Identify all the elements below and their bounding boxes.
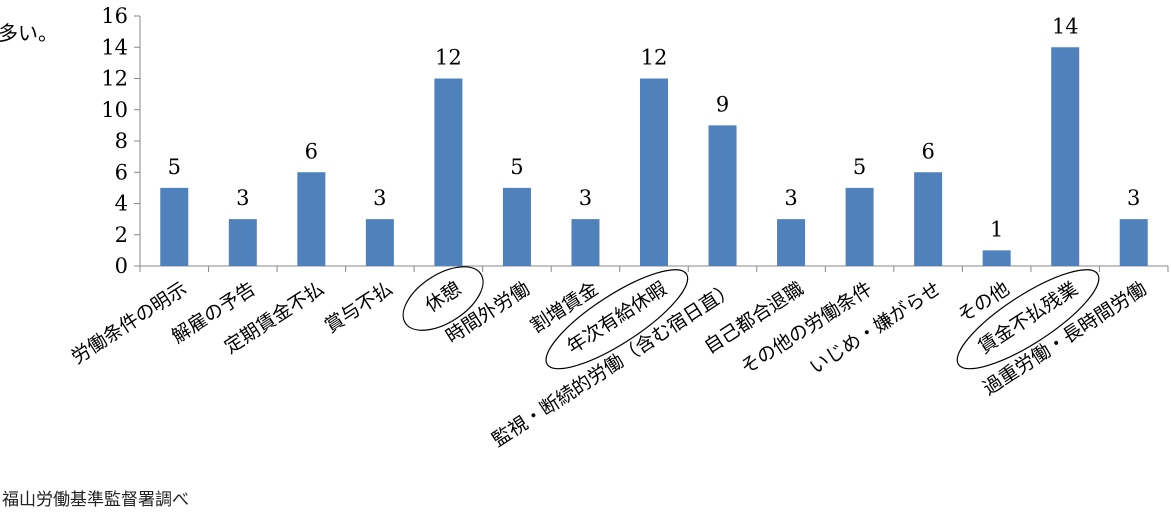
highlight-ellipse [545,269,689,370]
highlight-ellipse [956,269,1100,370]
bars [160,47,1148,266]
category-label: 休憩 [421,278,465,317]
category-label: 労働条件の明示 [67,278,191,369]
bar [982,250,1011,266]
data-label: 5 [853,155,866,179]
bar [571,219,600,266]
header-text-fragment: 多い。 [0,21,58,45]
data-label: 1 [990,217,1003,241]
bar [228,219,257,266]
bar [502,187,531,266]
data-labels: 5 3 6 3 12 5 3 12 9 3 5 6 1 14 3 [168,14,1141,241]
highlight-ellipse [402,266,484,331]
y-tick-label: 12 [101,67,128,91]
data-label: 9 [716,92,729,116]
x-axis [139,265,1169,272]
y-tick-label: 14 [101,35,128,59]
bar [914,172,943,266]
y-tick-label: 6 [115,160,128,184]
bar [640,78,668,266]
data-label: 6 [305,139,318,163]
data-label: 12 [641,46,668,70]
highlight-ellipses [402,266,1100,370]
data-label: 6 [921,139,934,163]
y-tick-label: 8 [115,129,128,153]
category-label: 監視・断続的労働（含む宿日直） [488,278,739,452]
bar [297,172,326,266]
data-label: 14 [1052,14,1079,38]
category-label: 賞与不払 [321,278,397,338]
bar [708,125,737,266]
bar [160,187,189,266]
data-label: 3 [579,186,592,210]
data-label: 5 [168,155,181,179]
data-label: 3 [236,186,249,210]
y-tick-label: 0 [115,254,128,278]
data-label: 5 [510,155,523,179]
bar [365,219,394,266]
y-axis: 0 2 4 6 8 10 12 14 16 [101,4,141,278]
data-label: 3 [784,186,797,210]
data-label: 3 [373,186,386,210]
y-tick-label: 16 [101,4,128,28]
bar [1119,219,1148,266]
data-label: 12 [435,46,462,70]
data-label: 3 [1127,186,1140,210]
bar [845,187,874,266]
bar [777,219,806,266]
bar [1051,47,1080,266]
y-tick-label: 2 [115,223,128,247]
y-tick-label: 10 [101,98,128,122]
bar [434,78,463,266]
y-tick-label: 4 [115,192,128,216]
source-note: 福山労働基準監督署調べ [2,490,189,510]
